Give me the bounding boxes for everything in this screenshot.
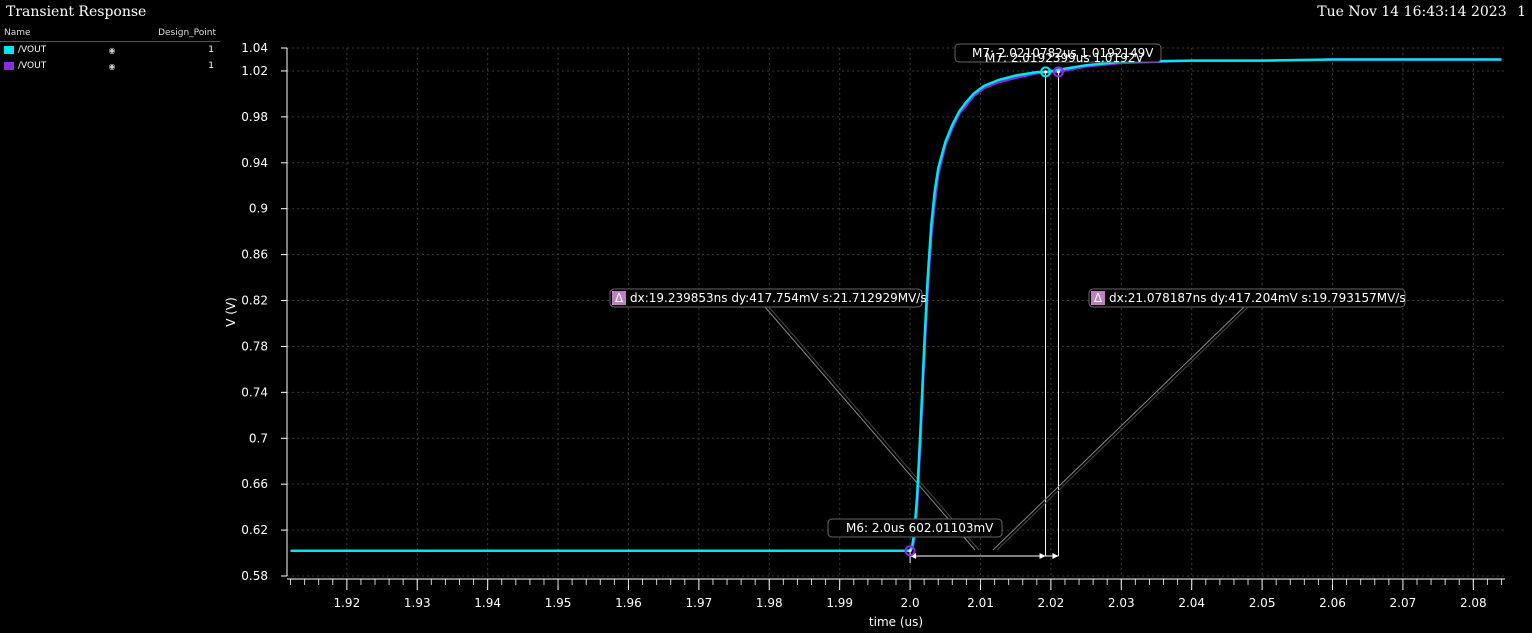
y-tick-label: 0.9 [249, 202, 268, 216]
legend-item[interactable]: /VOUT ◉ 1 [0, 58, 220, 74]
marker-label-m7-ghost: M7: 2.0192399us 1.0192V [985, 51, 1144, 65]
delta-label-box [1088, 288, 1406, 308]
page-number: 1 [1517, 4, 1526, 20]
arrow-head [1039, 553, 1046, 559]
legend-item-design-point: 1 [208, 61, 214, 71]
leader-line [992, 306, 1245, 551]
window-title: Transient Response [6, 4, 147, 20]
marker-point-center [1056, 70, 1060, 74]
delta-icon [612, 291, 626, 305]
legend-header-design-point: Design_Point [158, 28, 216, 38]
arrow-head [1052, 553, 1059, 559]
delta-label: dx:19.239853ns dy:417.754mV s:21.712929M… [630, 291, 927, 305]
marker-label-m7: M7: 2.0210782us 1.0192149V [972, 46, 1154, 60]
y-tick-label: 0.94 [241, 156, 268, 170]
marker-point[interactable] [1040, 66, 1052, 78]
arrow-head [910, 553, 917, 559]
marker-point[interactable] [1052, 66, 1064, 78]
leader-line [996, 306, 1249, 551]
timestamp-bar: Tue Nov 14 16:43:14 2023 1 [1317, 4, 1526, 20]
legend-item[interactable]: /VOUT ◉ 1 [0, 42, 220, 58]
x-tick-label: 1.93 [404, 596, 431, 610]
marker-label-box [954, 43, 1162, 63]
timestamp: Tue Nov 14 16:43:14 2023 [1317, 4, 1507, 20]
marker-label-m6: M6: 2.0us 602.01103mV [846, 521, 994, 535]
legend-item-name: /VOUT [18, 45, 47, 55]
legend-header-name: Name [4, 28, 31, 38]
legend-header: Name Design_Point [0, 26, 220, 42]
marker-label-box [827, 518, 1003, 538]
x-tick-label: 1.92 [333, 596, 360, 610]
x-tick-label: 1.98 [756, 596, 783, 610]
legend-panel: Name Design_Point /VOUT ◉ 1 /VOUT ◉ 1 [0, 26, 220, 74]
annotation-lines [764, 71, 1249, 563]
legend-item-design-point: 1 [208, 45, 214, 55]
y-tick-label: 0.58 [241, 569, 268, 583]
grid [287, 47, 1505, 577]
leader-line [768, 306, 980, 551]
x-tick-label: 1.95 [545, 596, 572, 610]
x-tick-label: 1.94 [474, 596, 501, 610]
x-tick-label: 2.0 [901, 596, 920, 610]
legend-swatch [4, 62, 14, 70]
eye-icon[interactable]: ◉ [108, 45, 116, 55]
delta-icon-glyph: Δ [615, 291, 624, 305]
legend-item-name: /VOUT [18, 61, 47, 71]
x-tick-label: 2.02 [1038, 596, 1065, 610]
marker-point-center [1044, 70, 1048, 74]
delta-icon-glyph: Δ [1094, 291, 1103, 305]
x-tick-label: 1.99 [826, 596, 853, 610]
x-tick-label: 2.04 [1178, 596, 1205, 610]
x-tick-label: 1.97 [686, 596, 713, 610]
y-tick-label: 0.98 [241, 110, 268, 124]
marker-point[interactable] [904, 545, 916, 557]
x-tick-label: 2.08 [1460, 596, 1487, 610]
x-tick-label: 2.03 [1108, 596, 1135, 610]
delta-icon [1091, 291, 1105, 305]
y-tick-label: 1.02 [241, 64, 268, 78]
axes: 1.04 1.02 0.98 0.94 0.9 0.86 0.82 0.78 0.74 0.7 0.… [241, 41, 1505, 610]
x-tick-label: 2.06 [1319, 596, 1346, 610]
x-tick-label: 1.96 [615, 596, 642, 610]
x-tick-label: 2.01 [967, 596, 994, 610]
eye-icon[interactable]: ◉ [108, 61, 116, 71]
delta-label-box [609, 288, 923, 308]
x-axis-label: time (us) [869, 615, 923, 629]
y-tick-label: 1.04 [241, 41, 268, 55]
y-tick-label: 0.66 [241, 477, 268, 491]
y-tick-label: 0.62 [241, 523, 268, 537]
legend-swatch [4, 46, 14, 54]
y-axis-label: V (V) [224, 297, 238, 327]
x-tick-label: 2.07 [1390, 596, 1417, 610]
y-tick-label: 0.74 [241, 385, 268, 399]
delta-label: dx:21.078187ns dy:417.204mV s:19.793157M… [1109, 291, 1406, 305]
y-tick-label: 0.7 [249, 431, 268, 445]
y-tick-label: 0.82 [241, 294, 268, 308]
y-tick-label: 0.78 [241, 339, 268, 353]
x-tick-label: 2.05 [1249, 596, 1276, 610]
y-tick-label: 0.86 [241, 248, 268, 262]
marker-point-center [908, 549, 912, 553]
leader-line [764, 306, 976, 551]
